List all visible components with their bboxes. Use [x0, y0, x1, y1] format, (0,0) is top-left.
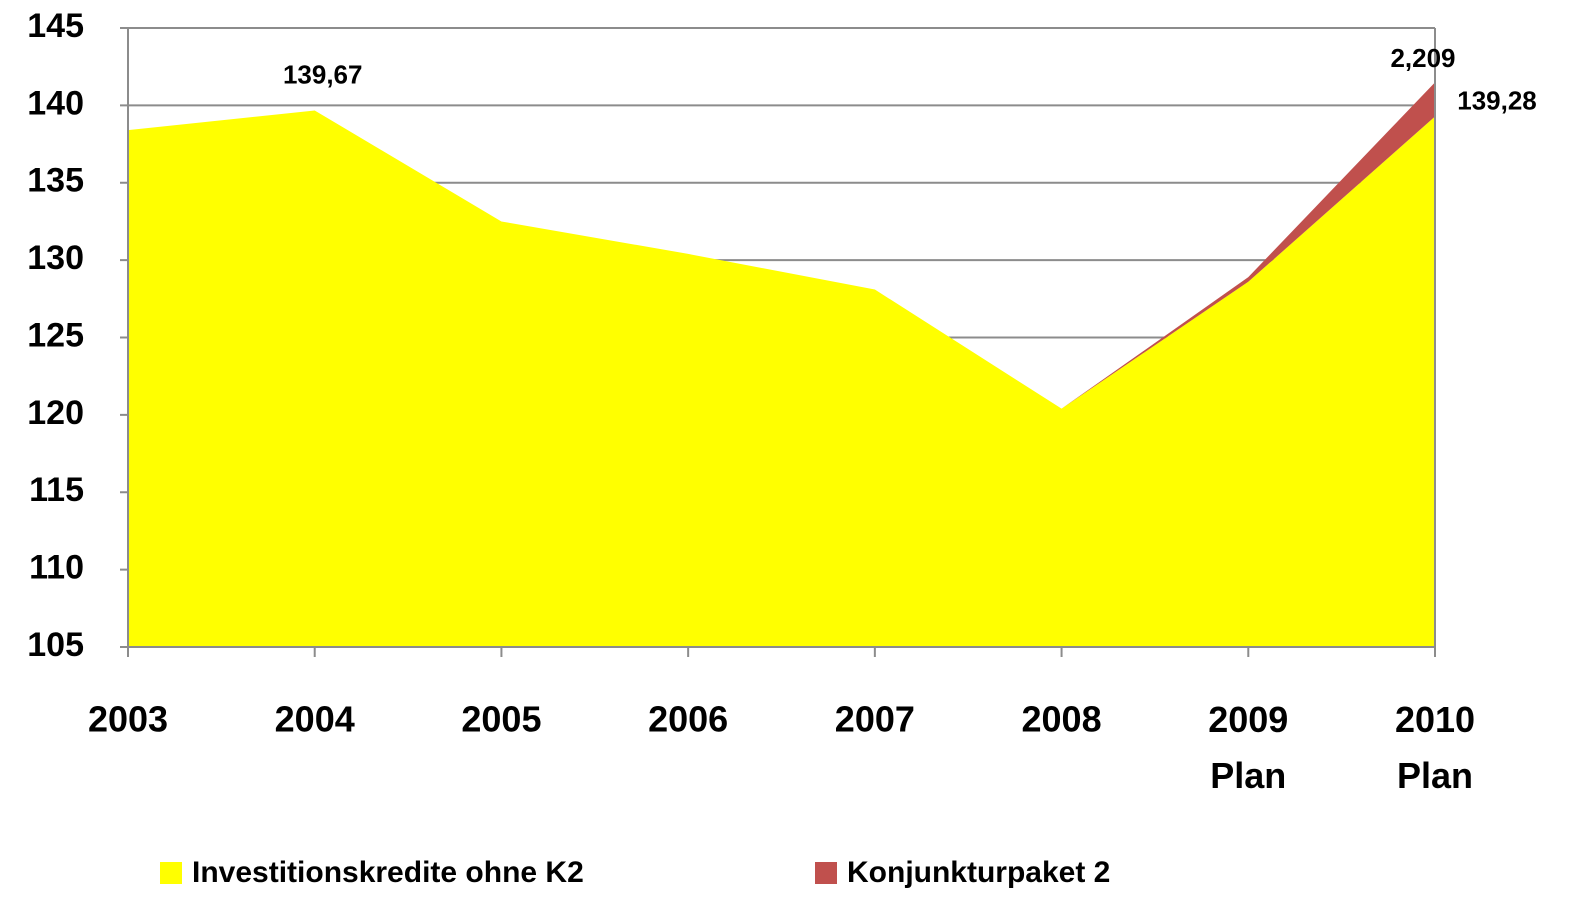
x-tick-label: 2004 [275, 699, 355, 740]
y-tick-label: 110 [29, 549, 84, 587]
x-tick-label: 2006 [648, 699, 728, 740]
y-tick-label: 115 [29, 471, 84, 509]
x-tick-label: 2003 [88, 699, 168, 740]
y-tick-label: 120 [27, 394, 84, 432]
legend-swatch [815, 862, 837, 884]
x-tick-label: 2010 Plan [1395, 699, 1475, 796]
x-tick-label: 2008 [1022, 699, 1102, 740]
area [128, 110, 1435, 647]
x-tick-label: 2007 [835, 699, 915, 740]
y-tick-label: 145 [27, 7, 84, 45]
data-label: 139,28 [1457, 85, 1537, 115]
legend-label: Konjunkturpaket 2 [847, 856, 1110, 889]
y-tick-label: 130 [27, 239, 84, 277]
labels: 105110115120125130135140145139,67139,282… [27, 7, 1537, 889]
y-tick-label: 105 [27, 626, 84, 664]
axes [120, 27, 1436, 657]
y-tick-label: 140 [27, 84, 84, 122]
data-label: 139,67 [283, 59, 363, 89]
y-tick-label: 125 [27, 316, 84, 354]
y-tick-label: 135 [27, 162, 84, 200]
areas [128, 82, 1435, 647]
x-tick-label: 2009 Plan [1208, 699, 1288, 796]
legend-label: Investitionskredite ohne K2 [192, 856, 584, 889]
x-tick-label: 2005 [461, 699, 541, 740]
data-label: 2,209 [1390, 43, 1455, 73]
legend-swatch [160, 862, 182, 884]
